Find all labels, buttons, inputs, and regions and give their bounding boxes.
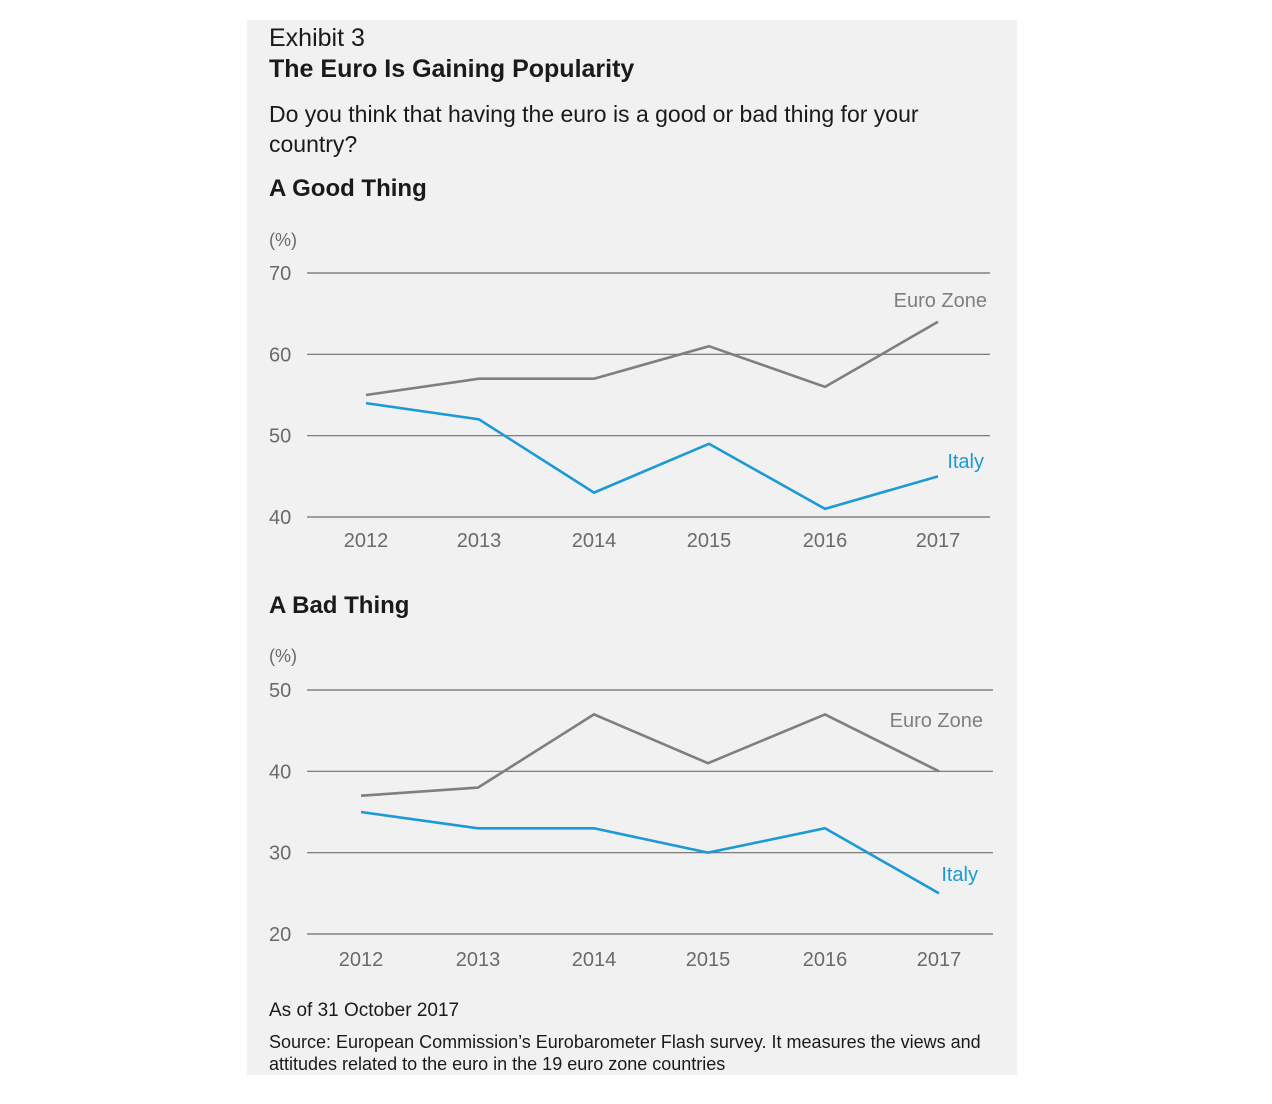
- exhibit-panel: Exhibit 3 The Euro Is Gaining Popularity…: [247, 20, 1017, 1075]
- x-tick-label: 2013: [456, 949, 501, 971]
- x-tick-label: 2015: [686, 949, 731, 971]
- y-tick-label: 70: [269, 263, 291, 285]
- x-tick-label: 2017: [917, 949, 962, 971]
- x-tick-label: 2013: [457, 530, 502, 552]
- series-label-italy: Italy: [947, 451, 984, 473]
- x-tick-label: 2012: [339, 949, 384, 971]
- as-of-note: As of 31 October 2017: [269, 1000, 460, 1021]
- x-tick-label: 2014: [572, 530, 617, 552]
- chart-good-thing: (%) 40 50 60 70 2012 2013 2014 2015 2016 2017 Euro …: [269, 230, 990, 552]
- exhibit-label: Exhibit 3: [269, 24, 365, 52]
- y-tick-label: 50: [269, 680, 291, 702]
- y-tick-label: 40: [269, 761, 291, 783]
- y-tick-label: 20: [269, 924, 291, 946]
- series-line-euro-zone: [360, 712, 940, 798]
- series-label-italy: Italy: [941, 864, 978, 886]
- source-note: Source: European Commission’s Eurobarome…: [269, 1032, 981, 1074]
- y-tick-label: 50: [269, 426, 291, 448]
- y-tick-label: 30: [269, 843, 291, 865]
- y-unit-label: (%): [269, 646, 297, 666]
- series-label-euro-zone: Euro Zone: [894, 290, 987, 312]
- series-line-italy: [365, 401, 939, 511]
- x-tick-label: 2016: [803, 530, 848, 552]
- exhibit-title: The Euro Is Gaining Popularity: [269, 55, 635, 83]
- series-line-euro-zone: [365, 320, 939, 397]
- x-tick-label: 2017: [916, 530, 961, 552]
- x-tick-label: 2012: [344, 530, 389, 552]
- series-label-euro-zone: Euro Zone: [890, 710, 983, 732]
- x-tick-label: 2016: [803, 949, 848, 971]
- chart-title-bad: A Bad Thing: [269, 592, 410, 619]
- y-tick-label: 40: [269, 507, 291, 529]
- survey-question: Do you think that having the euro is a g…: [269, 101, 919, 157]
- x-tick-label: 2015: [687, 530, 732, 552]
- chart-title-good: A Good Thing: [269, 175, 427, 202]
- series-line-italy: [360, 810, 940, 895]
- y-unit-label: (%): [269, 230, 297, 250]
- y-tick-label: 60: [269, 344, 291, 366]
- chart-bad-thing: (%) 20 30 40 50 2012 2013 2014 2015 2016 2017 Euro …: [269, 646, 993, 971]
- x-tick-label: 2014: [572, 949, 617, 971]
